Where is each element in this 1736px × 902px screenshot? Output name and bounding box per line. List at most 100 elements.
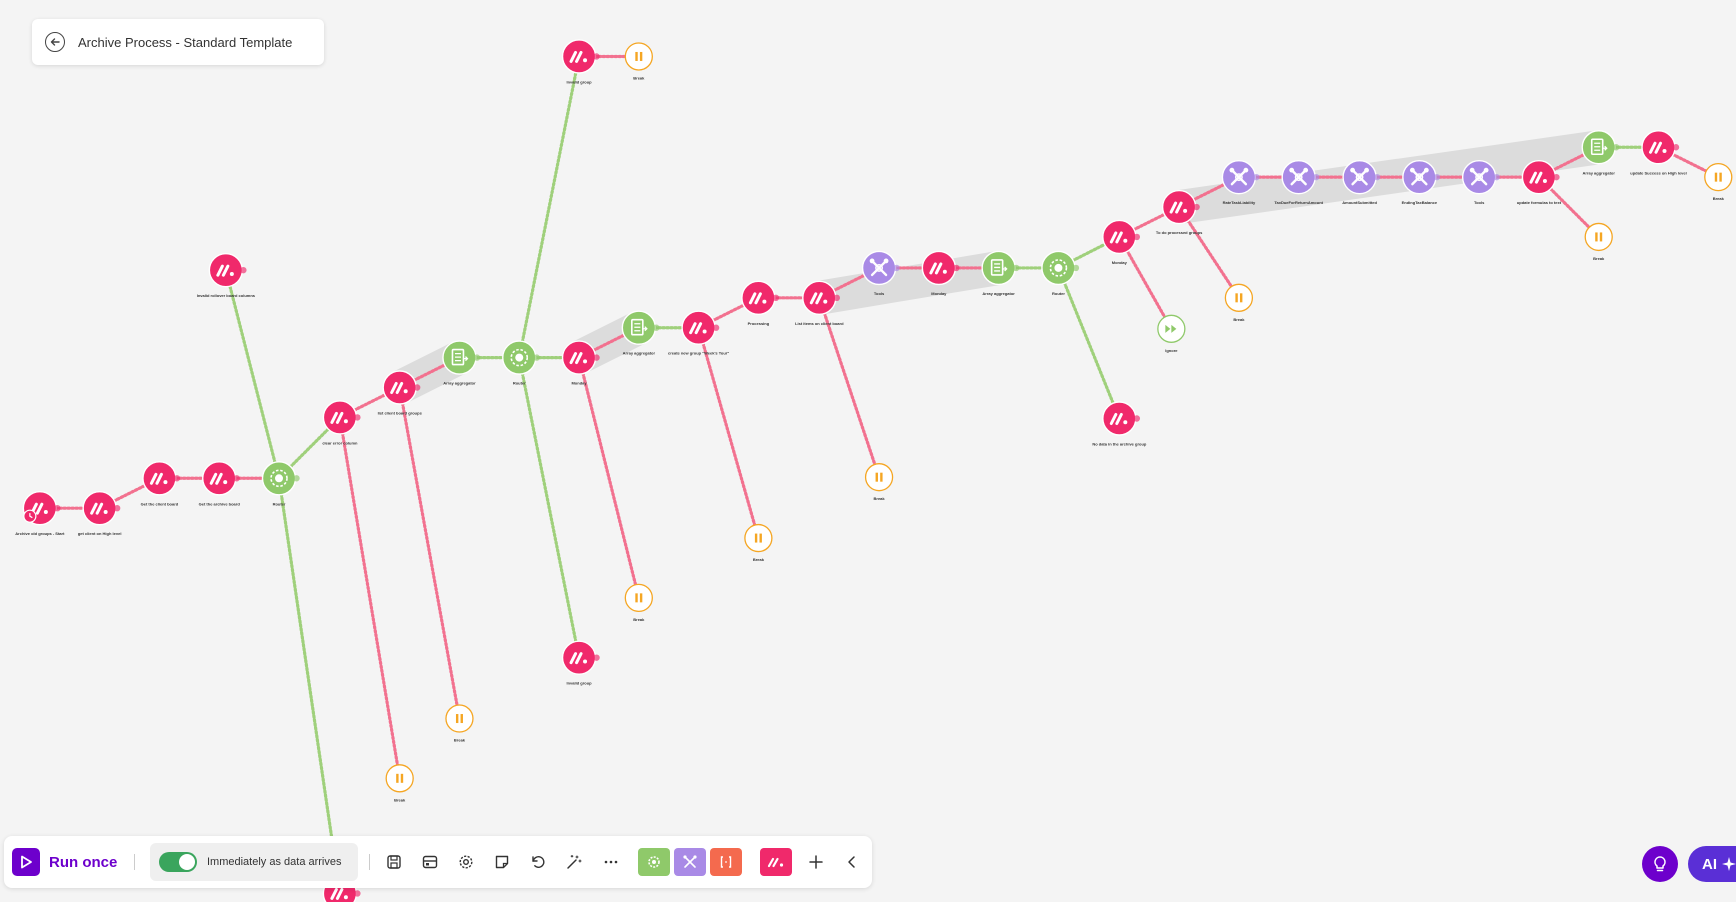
pause-icon [635, 593, 638, 603]
flow-control-button[interactable] [638, 848, 670, 876]
module-node[interactable]: Break [624, 583, 653, 622]
module-node[interactable]: Break [385, 764, 414, 803]
module-node[interactable]: Processing [741, 280, 780, 326]
bottom-toolbar: Run once Immediately as data arrives [4, 836, 872, 888]
module-node[interactable]: List items on client board [795, 280, 844, 326]
module-node[interactable]: clear error column [322, 400, 361, 446]
magic-wand-icon [567, 854, 582, 869]
play-icon [12, 848, 40, 876]
monday-logo-icon [149, 472, 168, 485]
route-connection[interactable] [817, 296, 881, 479]
module-node[interactable]: Array aggregator [442, 340, 481, 386]
hints-button[interactable] [1642, 846, 1678, 882]
run-once-button[interactable]: Run once [12, 846, 117, 878]
module-node[interactable]: update Success on High level [1630, 130, 1687, 176]
module-node[interactable]: Break [624, 42, 653, 81]
pause-icon [875, 472, 878, 482]
module-label: list client board groups [378, 411, 423, 416]
fast-forward-icon [1165, 324, 1177, 333]
toolbar-divider [134, 854, 135, 870]
module-node[interactable]: No data in the archive group [1092, 401, 1147, 447]
route-connection[interactable] [577, 356, 641, 600]
collapse-toolbar-button[interactable] [839, 849, 865, 875]
route-connection[interactable] [1177, 205, 1241, 300]
module-node[interactable]: Monday [921, 250, 960, 296]
module-node[interactable]: Break [744, 523, 773, 563]
monday-logo-icon [330, 411, 348, 424]
route-connection[interactable] [517, 356, 581, 660]
auto-align-button[interactable] [561, 849, 587, 875]
module-node[interactable]: Monday [1102, 219, 1141, 265]
module-node[interactable]: Break [1584, 222, 1613, 261]
undo-button[interactable] [525, 849, 551, 875]
module-node[interactable]: create new group "Week's Tour" [668, 310, 729, 356]
module-node[interactable]: RateTaskLiability [1221, 159, 1260, 206]
monday-logo-icon [569, 652, 588, 665]
module-node[interactable]: Router [261, 461, 300, 507]
module-node[interactable]: Invalid rollover board columns [197, 252, 256, 299]
route-connection[interactable] [398, 385, 462, 721]
module-node[interactable]: Array aggregator [621, 310, 660, 356]
monday-app-button[interactable] [760, 848, 792, 876]
module-node[interactable]: Invalid group [561, 39, 600, 85]
module-node[interactable]: Monday [561, 340, 600, 386]
module-node[interactable]: Router [502, 340, 540, 386]
schedule-toggle[interactable] [159, 852, 197, 872]
module-node[interactable]: Get the client board [141, 461, 181, 507]
module-node[interactable]: Array aggregator [981, 250, 1020, 296]
schedule-setting[interactable]: Immediately as data arrives [150, 843, 358, 881]
route-connection[interactable] [697, 326, 760, 540]
module-node[interactable]: Array aggregator [1581, 130, 1620, 176]
more-button[interactable] [598, 849, 624, 875]
module-node[interactable]: Invalid group [561, 640, 600, 686]
module-node[interactable]: Tools [1461, 159, 1500, 206]
module-node[interactable]: Ignore [1157, 314, 1186, 353]
module-node[interactable]: Get the archive board [199, 461, 241, 507]
module-label: get client on High level [78, 531, 122, 536]
router-icon [510, 348, 529, 367]
module-node[interactable]: AmountSubmitted [1342, 159, 1381, 206]
settings-button[interactable] [453, 849, 479, 875]
monday-logo-icon [1529, 171, 1547, 184]
notes-button[interactable] [489, 849, 515, 875]
gear-icon [648, 856, 660, 868]
route-connection[interactable] [338, 415, 402, 780]
module-node[interactable]: Break [445, 704, 474, 743]
pause-icon [396, 773, 399, 783]
save-button[interactable] [381, 849, 407, 875]
route-connection[interactable] [1117, 235, 1173, 331]
route-connection[interactable] [1056, 266, 1121, 421]
aggregator-icon [990, 259, 1008, 276]
module-label: Array aggregator [623, 351, 656, 356]
module-node[interactable]: Archive old groups - Start [15, 490, 65, 537]
module-node[interactable]: list client board groups [378, 370, 423, 416]
module-node[interactable]: To do processed groups [1156, 189, 1203, 236]
monday-logo-icon [689, 322, 707, 335]
module-node[interactable]: Break [1224, 283, 1254, 322]
module-node[interactable]: get client on High level [78, 490, 122, 537]
route-connection[interactable] [224, 268, 281, 480]
module-node[interactable]: EndingTaxBalance [1402, 159, 1441, 206]
module-node[interactable]: Break [1704, 162, 1733, 202]
monday-logo-icon [216, 264, 234, 277]
route-connection[interactable] [517, 54, 581, 360]
module-label: Break [633, 617, 645, 622]
module-node[interactable]: TaxDueForReturnAmount [1274, 159, 1324, 206]
scheduling-button[interactable] [417, 849, 443, 875]
add-module-button[interactable] [803, 849, 829, 875]
module-node[interactable]: update formulas to text [1517, 159, 1562, 206]
text-parser-button[interactable] [710, 848, 742, 876]
back-button[interactable] [45, 32, 65, 52]
tools-button[interactable] [674, 848, 706, 876]
module-label: List items on client board [795, 321, 844, 326]
module-node[interactable]: Break [864, 463, 894, 502]
route-connection[interactable] [277, 476, 342, 896]
pause-icon [1235, 293, 1238, 303]
ai-assistant-button[interactable]: AI [1688, 846, 1736, 882]
module-node[interactable]: Tools [861, 250, 900, 296]
aggregator-icon [631, 318, 648, 336]
module-label: RateTaskLiability [1223, 200, 1256, 205]
module-node[interactable]: Router [1041, 250, 1080, 296]
monday-logo-icon [1109, 231, 1128, 244]
